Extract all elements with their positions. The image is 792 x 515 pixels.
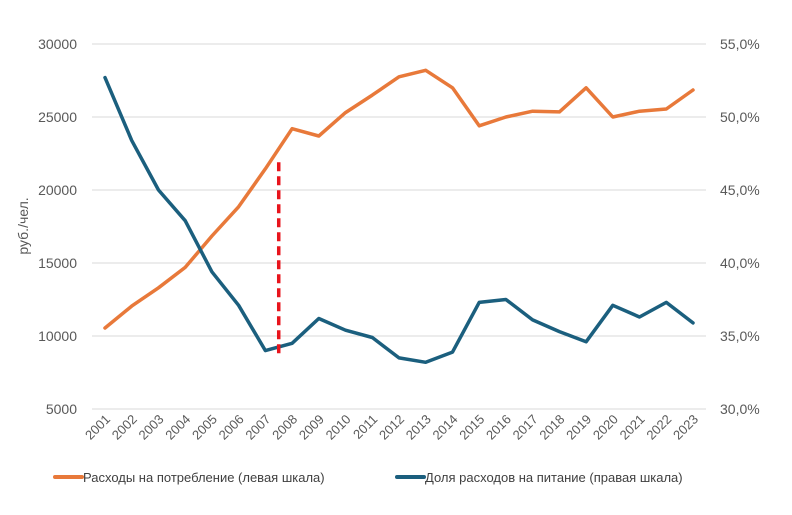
x-tick-label: 2018 [536, 412, 567, 443]
x-axis-ticks: 2001200220032004200520062007200820092010… [82, 412, 701, 443]
right-tick-label: 35,0% [720, 328, 760, 344]
x-tick-label: 2004 [162, 412, 193, 443]
x-tick-label: 2002 [109, 412, 140, 443]
x-tick-label: 2012 [376, 412, 407, 443]
x-tick-label: 2005 [189, 412, 220, 443]
left-tick-label: 25000 [38, 109, 77, 125]
right-tick-label: 30,0% [720, 401, 760, 417]
x-tick-label: 2016 [483, 412, 514, 443]
x-tick-label: 2013 [403, 412, 434, 443]
left-tick-label: 10000 [38, 328, 77, 344]
left-tick-label: 20000 [38, 182, 77, 198]
x-tick-label: 2020 [590, 412, 621, 443]
x-tick-label: 2006 [216, 412, 247, 443]
left-tick-label: 5000 [46, 401, 77, 417]
x-tick-label: 2011 [350, 412, 380, 442]
x-tick-label: 2014 [430, 412, 461, 443]
legend-item-food-share[interactable]: Доля расходов на питание (правая шкала) [395, 470, 683, 485]
y-axis-label: руб./чел. [15, 197, 31, 254]
x-tick-label: 2007 [242, 412, 273, 443]
legend-label-food-share: Доля расходов на питание (правая шкала) [425, 470, 683, 485]
x-tick-label: 2015 [456, 412, 487, 443]
right-axis-ticks: 30,0% 35,0% 40,0% 45,0% 50,0% 55,0% [720, 36, 760, 417]
x-tick-label: 2001 [82, 412, 113, 443]
right-tick-label: 55,0% [720, 36, 760, 52]
left-tick-label: 30000 [38, 36, 77, 52]
gridlines [92, 43, 706, 410]
series-line-food-share [103, 75, 695, 365]
x-tick-label: 2021 [617, 412, 648, 443]
series-line-consumption [103, 68, 695, 330]
series-layer [103, 68, 695, 365]
x-tick-label: 2003 [136, 412, 167, 443]
right-tick-label: 40,0% [720, 255, 760, 271]
right-tick-label: 50,0% [720, 109, 760, 125]
x-tick-label: 2022 [643, 412, 674, 443]
right-tick-label: 45,0% [720, 182, 760, 198]
legend-item-consumption[interactable]: Расходы на потребление (левая шкала) [53, 470, 325, 485]
legend: Расходы на потребление (левая шкала) Дол… [53, 470, 683, 485]
x-tick-label: 2017 [510, 412, 541, 443]
left-tick-label: 15000 [38, 255, 77, 271]
legend-label-consumption: Расходы на потребление (левая шкала) [83, 470, 325, 485]
x-tick-label: 2010 [323, 412, 354, 443]
x-tick-label: 2023 [670, 412, 701, 443]
x-tick-label: 2008 [269, 412, 300, 443]
left-axis-ticks: 5000 10000 15000 20000 25000 30000 [38, 36, 77, 417]
x-tick-label: 2009 [296, 412, 327, 443]
x-tick-label: 2019 [563, 412, 594, 443]
